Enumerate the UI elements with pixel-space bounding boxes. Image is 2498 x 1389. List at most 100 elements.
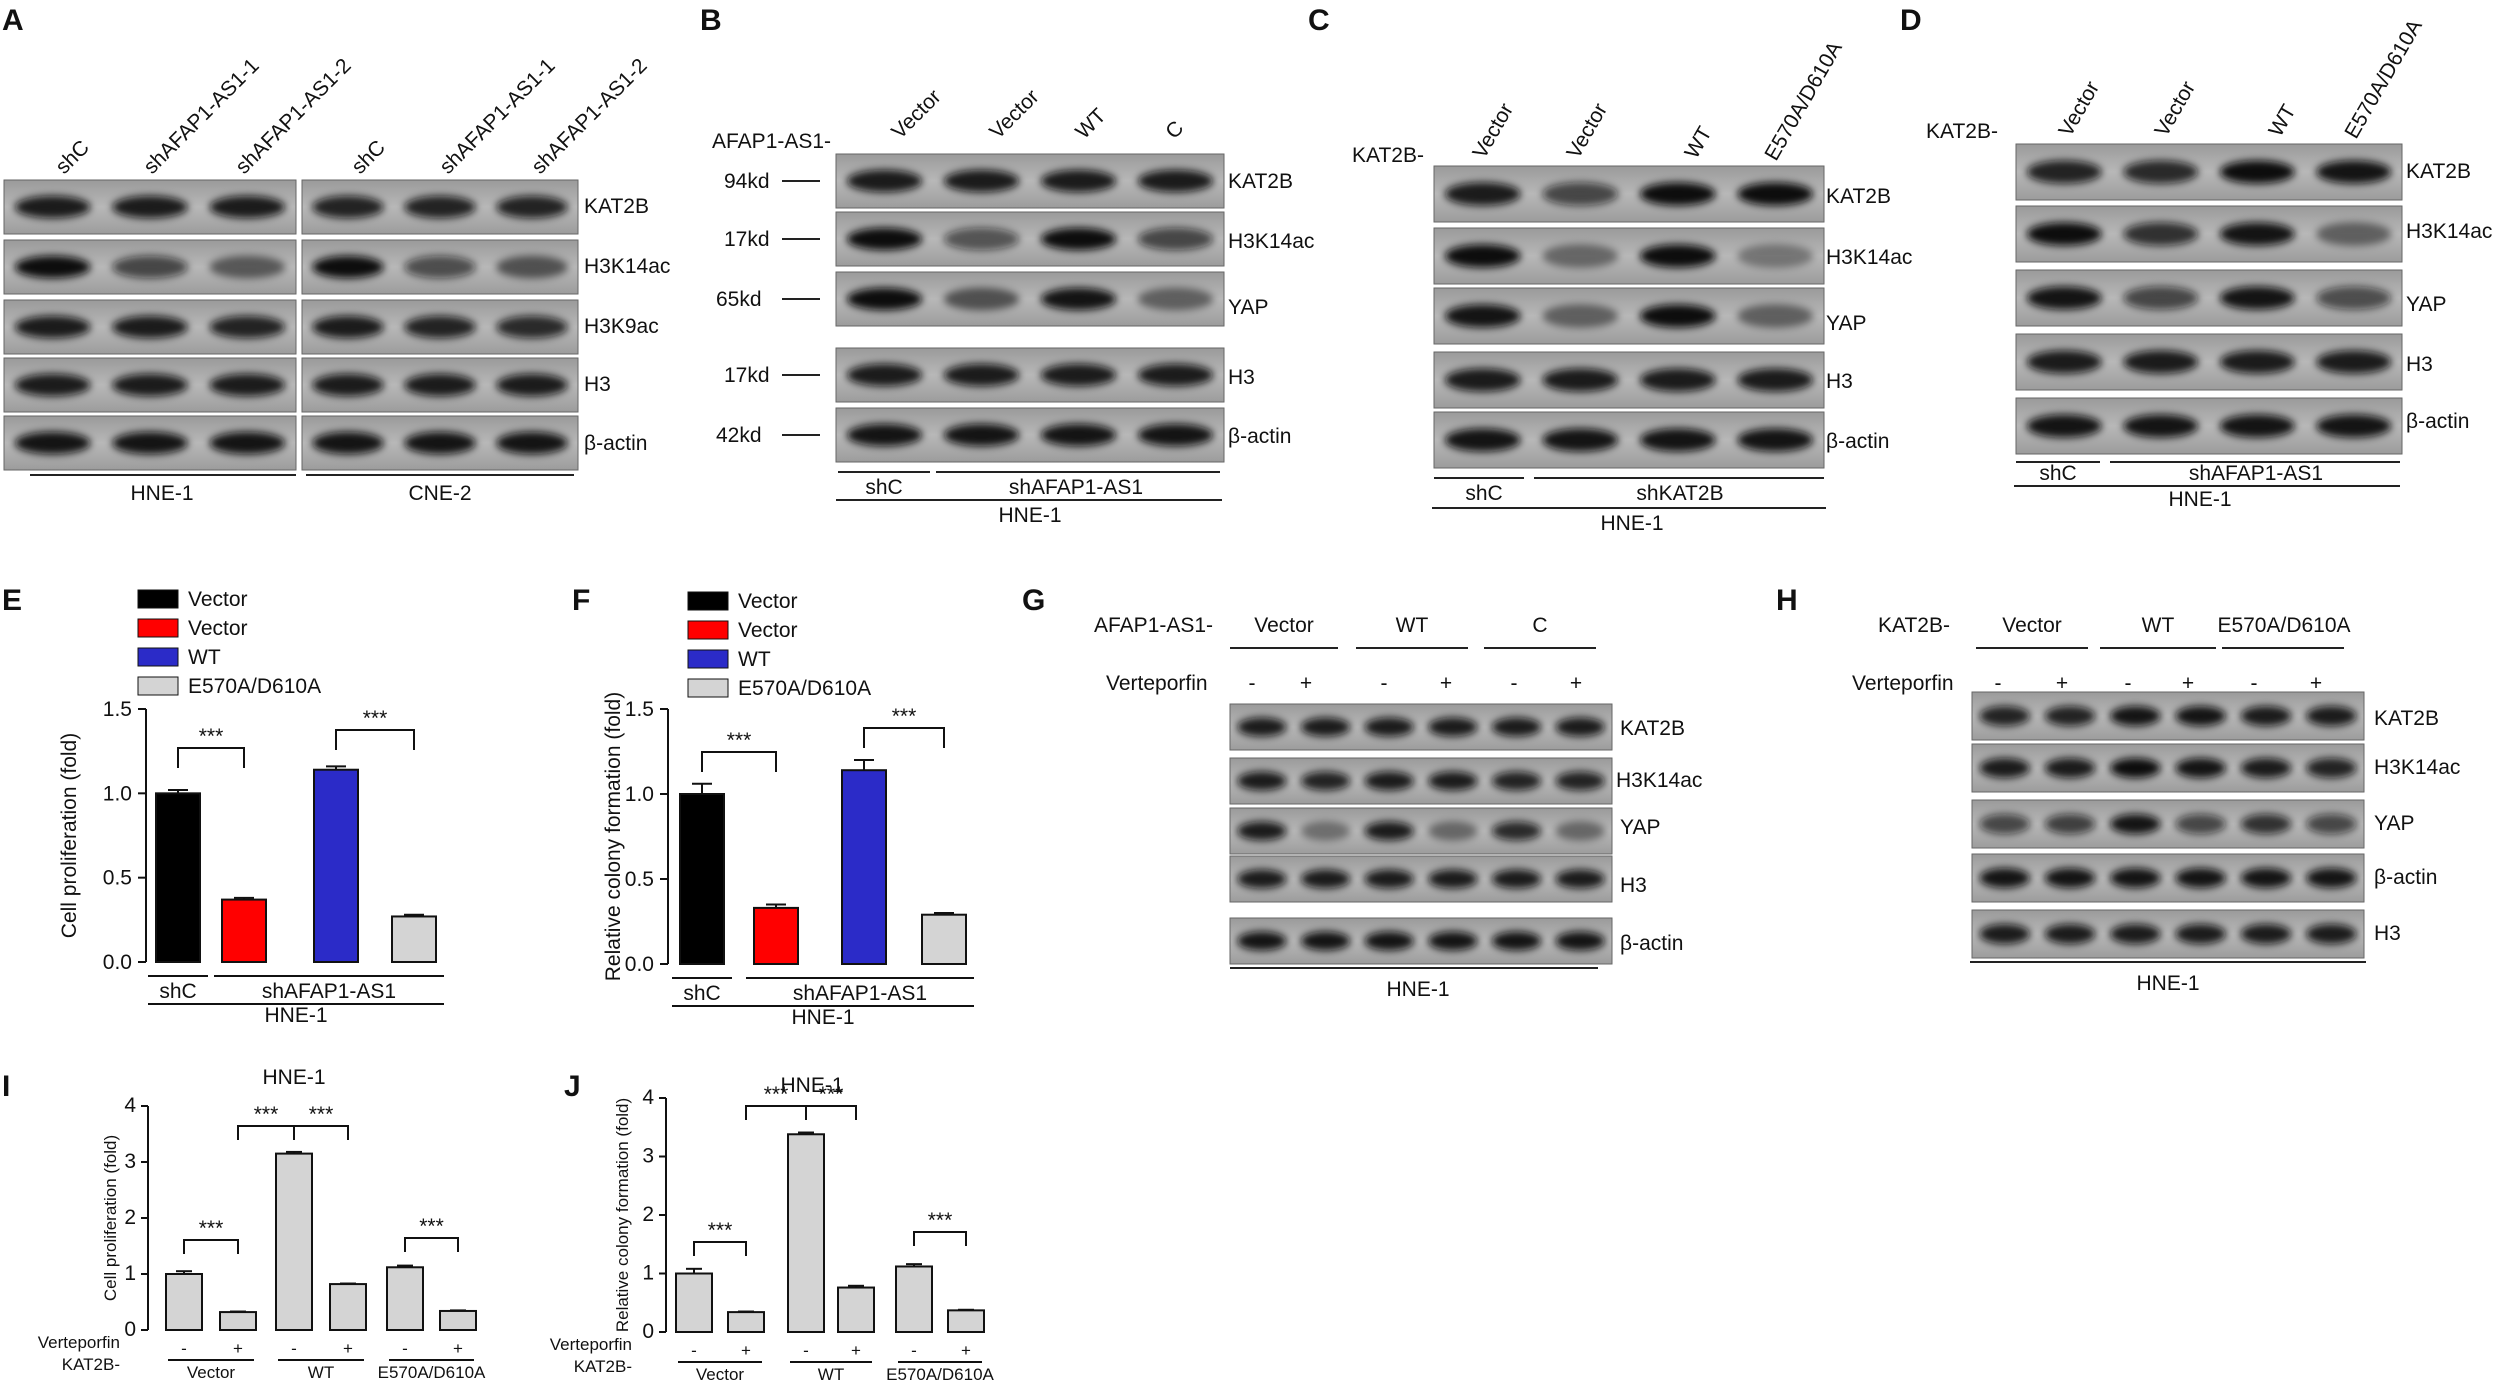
- protein-band: [2305, 705, 2357, 727]
- y-tick-label: 2: [642, 1203, 654, 1226]
- group-label: shC: [2039, 462, 2076, 485]
- protein-band: [1979, 705, 2031, 727]
- row-label: β-actin: [1228, 425, 1291, 448]
- protein-band: [312, 431, 384, 455]
- group-label: shC: [159, 980, 196, 1003]
- panel-label-d: D: [1900, 4, 1922, 37]
- blot-strip: [3, 179, 297, 471]
- protein-band: [2219, 160, 2295, 184]
- protein-band: [209, 315, 286, 339]
- protein-band: [14, 195, 91, 219]
- legend-swatch: [687, 649, 729, 669]
- row-label: YAP: [1620, 816, 1660, 839]
- bar: [275, 1152, 313, 1331]
- panel-label-i: I: [2, 1070, 10, 1103]
- protein-band: [312, 315, 384, 339]
- protein-band: [2219, 222, 2295, 246]
- protein-band: [1979, 923, 2031, 945]
- significance-bracket: [183, 1239, 239, 1254]
- protein-band: [2175, 705, 2227, 727]
- protein-band: [1364, 931, 1414, 951]
- protein-band: [1639, 428, 1716, 452]
- construct-prefix: AFAP1-AS1-: [712, 130, 831, 153]
- y-tick-label: 1.5: [625, 698, 654, 721]
- protein-band: [1737, 244, 1814, 268]
- protein-band: [2109, 813, 2161, 835]
- protein-band: [1444, 368, 1521, 392]
- bar: [439, 1309, 477, 1331]
- bar: [165, 1273, 203, 1331]
- protein-band: [1737, 182, 1814, 206]
- protein-band: [1300, 821, 1351, 841]
- bar: [787, 1133, 825, 1334]
- row-label: β-actin: [2406, 410, 2469, 433]
- group-label: shAFAP1-AS1: [262, 980, 396, 1003]
- blot-strip: [835, 153, 1225, 463]
- protein-band: [2123, 350, 2199, 374]
- bar: [895, 1265, 933, 1333]
- protein-band: [1444, 182, 1521, 206]
- protein-band: [2123, 286, 2199, 310]
- bar: [753, 906, 799, 966]
- protein-band: [1979, 813, 2031, 835]
- protein-band: [1444, 304, 1521, 328]
- protein-band: [1491, 821, 1542, 841]
- legend-label: Vector: [738, 619, 798, 642]
- row-label: H3K14ac: [584, 255, 670, 278]
- protein-band: [112, 431, 188, 455]
- y-tick-label: 0: [642, 1320, 654, 1343]
- row-label: β-actin: [584, 432, 647, 455]
- legend-swatch: [137, 676, 179, 696]
- row-label: H3K14ac: [1228, 230, 1314, 253]
- protein-band: [1300, 869, 1351, 889]
- group-label: Vector: [696, 1365, 745, 1384]
- treatment-sign: +: [343, 1339, 353, 1358]
- protein-band: [1364, 869, 1414, 889]
- treatment-sign: +: [741, 1341, 751, 1360]
- protein-band: [209, 255, 286, 279]
- y-tick-label: 1: [124, 1262, 136, 1285]
- protein-band: [112, 315, 188, 339]
- protein-band: [1639, 368, 1716, 392]
- panel-label-j: J: [564, 1070, 581, 1103]
- bar: [386, 1266, 424, 1332]
- lane-label: E570A/D610A: [2340, 16, 2426, 143]
- row-label: H3: [1620, 874, 1647, 897]
- protein-band: [1237, 717, 1287, 737]
- panel-label-h: H: [1776, 584, 1798, 617]
- protein-band: [1040, 363, 1117, 387]
- row-label: KAT2B: [1620, 717, 1685, 740]
- protein-band: [312, 373, 384, 397]
- cell-line-label: HNE-1: [2168, 488, 2231, 511]
- protein-band: [2109, 923, 2161, 945]
- significance-bracket: [693, 1241, 747, 1256]
- protein-band: [2123, 414, 2199, 438]
- membrane-row: [1229, 855, 1613, 903]
- mw-marker: 17kd: [724, 228, 770, 251]
- treatment-sign: +: [233, 1339, 243, 1358]
- row-label: H3K14ac: [1826, 246, 1912, 269]
- row-label: β-actin: [1826, 430, 1889, 453]
- protein-band: [209, 431, 286, 455]
- protein-band: [1237, 821, 1287, 841]
- lane-label: WT: [1680, 123, 1716, 163]
- row-label: Verteporfin: [38, 1333, 120, 1352]
- protein-band: [1428, 771, 1478, 791]
- row-label: KAT2B-: [62, 1355, 120, 1374]
- legend-swatch: [137, 589, 179, 609]
- treatment-sign: +: [453, 1339, 463, 1358]
- legend-swatch: [137, 618, 179, 638]
- protein-band: [2305, 813, 2357, 835]
- lane-label: shC: [51, 136, 94, 179]
- legend-label: E570A/D610A: [188, 675, 321, 698]
- protein-band: [1979, 867, 2031, 889]
- protein-band: [943, 227, 1020, 251]
- protein-band: [2044, 757, 2096, 779]
- protein-band: [112, 373, 188, 397]
- significance-label: ***: [309, 1103, 334, 1126]
- group-label: E570A/D610A: [2217, 614, 2350, 637]
- group-label: shC: [1465, 482, 1502, 505]
- protein-band: [1979, 757, 2031, 779]
- y-tick-label: 0.0: [103, 951, 132, 974]
- mw-marker: 42kd: [716, 424, 762, 447]
